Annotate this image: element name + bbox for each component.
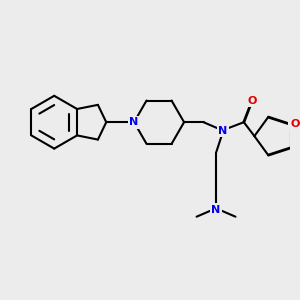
Text: O: O: [248, 96, 257, 106]
Text: O: O: [290, 119, 299, 129]
Text: N: N: [218, 125, 228, 136]
Text: N: N: [212, 205, 221, 215]
Text: N: N: [129, 117, 139, 127]
